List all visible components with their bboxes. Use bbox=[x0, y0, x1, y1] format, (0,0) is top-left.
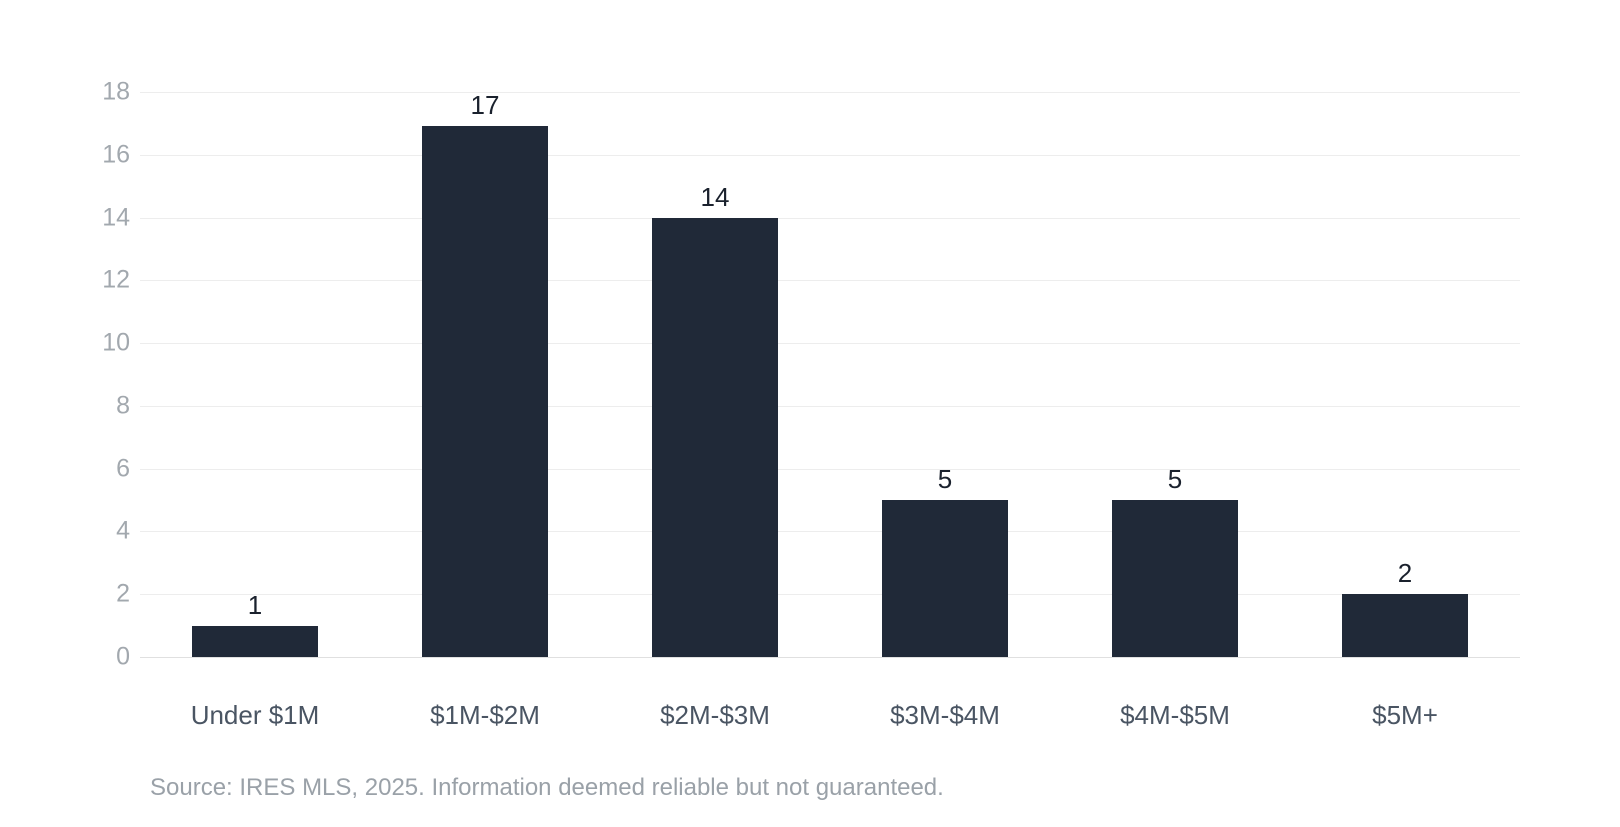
bars-row: 1 17 14 5 5 2 bbox=[140, 92, 1520, 657]
bar-slot: 14 bbox=[600, 92, 830, 657]
gridline-y-0 bbox=[140, 657, 1520, 658]
y-tick-label-4: 4 bbox=[116, 516, 130, 545]
x-axis-label: $2M-$3M bbox=[660, 700, 770, 730]
x-axis-label: Under $1M bbox=[190, 700, 320, 730]
bar-slot: 2 bbox=[1290, 92, 1520, 657]
gridline-y-4 bbox=[140, 531, 1520, 533]
y-tick-label-2: 2 bbox=[116, 579, 130, 608]
x-axis-labels: Under $1M $1M-$2M $2M-$3M $3M-$4M $4M-$5M $5M… bbox=[140, 700, 1520, 731]
x-axis-label: $3M-$4M bbox=[890, 700, 1000, 730]
bar-slot: 1 bbox=[140, 92, 370, 657]
y-tick-label-8: 8 bbox=[116, 391, 130, 420]
bar-slot: 5 bbox=[1060, 92, 1290, 657]
source-note: Source: IRES MLS, 2025. Information deem… bbox=[150, 774, 944, 801]
y-tick-label-14: 14 bbox=[102, 203, 130, 232]
bar-value-label: 17 bbox=[470, 90, 500, 120]
gridline-y-18 bbox=[140, 92, 1520, 93]
gridline-y-14 bbox=[140, 217, 1520, 219]
bar bbox=[192, 625, 318, 657]
bar-value-label: 1 bbox=[247, 589, 263, 620]
bar-value-label: 2 bbox=[1397, 558, 1413, 589]
x-axis-label: $5M+ bbox=[1372, 700, 1438, 730]
bar bbox=[1342, 594, 1468, 657]
y-tick-label-6: 6 bbox=[116, 454, 130, 483]
bar bbox=[1112, 500, 1238, 657]
y-axis-tick-labels: 0 2 4 6 8 10 12 14 16 18 bbox=[55, 78, 130, 671]
bar bbox=[882, 500, 1008, 657]
y-tick-label-18: 18 bbox=[102, 77, 130, 106]
x-axis-label: $4M-$5M bbox=[1120, 700, 1230, 730]
gridline-y-10 bbox=[140, 343, 1520, 345]
gridline-y-8 bbox=[140, 405, 1520, 407]
bar bbox=[422, 126, 548, 657]
gridline-y-12 bbox=[140, 280, 1520, 282]
bar-value-label: 5 bbox=[1167, 464, 1183, 495]
bar-value-label: 5 bbox=[937, 464, 953, 495]
gridline-y-6 bbox=[140, 468, 1520, 470]
bar bbox=[652, 217, 778, 657]
plot-area: 1 17 14 5 5 2 bbox=[140, 92, 1520, 658]
y-tick-label-0: 0 bbox=[116, 642, 130, 671]
gridline-y-2 bbox=[140, 594, 1520, 596]
bar-slot: 17 bbox=[370, 92, 600, 657]
bar-value-label: 14 bbox=[700, 181, 730, 212]
x-axis-label: $1M-$2M bbox=[430, 700, 540, 730]
bar-slot: 5 bbox=[830, 92, 1060, 657]
y-tick-label-16: 16 bbox=[102, 140, 130, 169]
y-tick-label-12: 12 bbox=[102, 265, 130, 294]
gridline-y-16 bbox=[140, 154, 1520, 156]
y-tick-label-10: 10 bbox=[102, 328, 130, 357]
